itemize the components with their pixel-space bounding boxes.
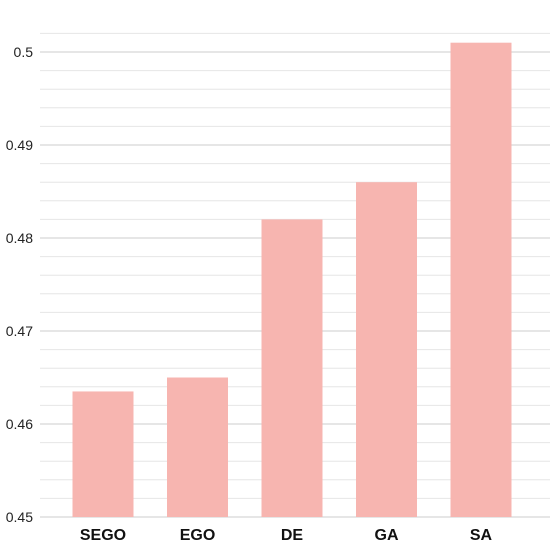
bars <box>72 42 512 517</box>
y-axis-tick-labels: 0.45 0.46 0.47 0.48 0.49 0.5 <box>6 44 33 525</box>
x-axis-tick-labels: SEGO EGO DE GA SA <box>80 527 493 544</box>
bar-sa <box>450 42 512 517</box>
x-tick-label-ga: GA <box>375 527 399 544</box>
y-tick-label: 0.48 <box>6 230 33 246</box>
bar-ga <box>356 182 417 517</box>
bar-ego <box>167 377 228 517</box>
bar-sego <box>72 391 134 517</box>
y-tick-label: 0.46 <box>6 416 33 432</box>
x-tick-label-de: DE <box>281 527 304 544</box>
y-tick-label: 0.45 <box>6 509 33 525</box>
y-tick-label: 0.5 <box>14 44 34 60</box>
y-tick-label: 0.49 <box>6 137 33 153</box>
bar-de <box>261 219 323 517</box>
x-tick-label-sego: SEGO <box>80 527 126 544</box>
x-tick-label-sa: SA <box>470 527 493 544</box>
y-tick-label: 0.47 <box>6 323 33 339</box>
x-tick-label-ego: EGO <box>180 527 216 544</box>
